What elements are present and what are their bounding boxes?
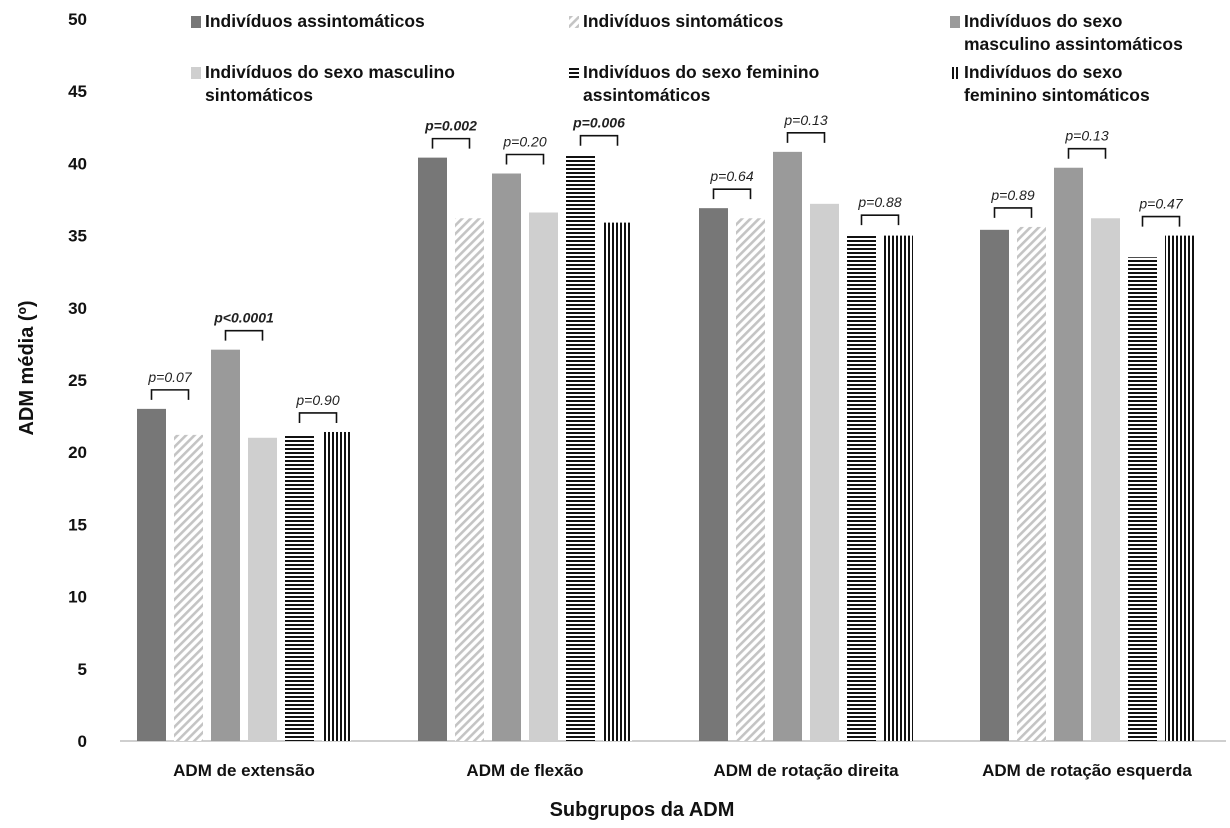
y-tick-label: 20 bbox=[68, 443, 87, 462]
p-value-label: p=0.002 bbox=[424, 118, 477, 134]
bars bbox=[137, 151, 1194, 742]
y-tick-label: 15 bbox=[68, 515, 87, 534]
bar bbox=[736, 218, 765, 742]
p-value-label: p=0.64 bbox=[709, 168, 753, 184]
p-value-label: p=0.13 bbox=[783, 112, 827, 128]
bar bbox=[1128, 257, 1157, 741]
bar bbox=[566, 154, 595, 742]
p-value-label: p=0.90 bbox=[295, 392, 339, 408]
legend-swatch bbox=[950, 67, 960, 79]
x-category-label: ADM de flexão bbox=[466, 761, 583, 780]
y-tick-label: 30 bbox=[68, 299, 87, 318]
bar bbox=[603, 222, 632, 741]
legend-label: masculino assintomáticos bbox=[964, 34, 1183, 54]
significance-bracket bbox=[786, 132, 826, 143]
p-value-label: p=0.20 bbox=[502, 134, 546, 150]
significance-bracket bbox=[579, 134, 619, 146]
legend: Indivíduos assintomáticos Indivíduos sint… bbox=[191, 11, 1183, 105]
y-axis-ticks: 0 5 10 15 20 25 30 35 40 45 50 bbox=[68, 10, 87, 751]
bar bbox=[174, 434, 203, 741]
bar bbox=[1091, 218, 1120, 742]
y-tick-label: 25 bbox=[68, 371, 87, 390]
significance-bracket bbox=[1067, 147, 1107, 159]
bar bbox=[285, 434, 314, 741]
x-axis-title: Subgrupos da ADM bbox=[550, 799, 735, 821]
legend-label: feminino sintomáticos bbox=[964, 85, 1150, 105]
legend-label: Indivíduos do sexo bbox=[964, 11, 1123, 31]
legend-label: Indivíduos do sexo bbox=[964, 62, 1123, 82]
significance-bracket bbox=[860, 214, 900, 226]
legend-swatch bbox=[950, 16, 960, 28]
significance-bracket bbox=[993, 207, 1033, 218]
p-value-label: p=0.006 bbox=[572, 115, 625, 131]
significance-brackets: p=0.07 p<0.0001 p=0.90 p=0.002 p=0.20 p=0.006… bbox=[147, 112, 1184, 423]
bar bbox=[773, 151, 802, 741]
legend-swatch bbox=[191, 67, 201, 79]
p-value-label: p=0.88 bbox=[857, 194, 901, 210]
bar bbox=[529, 212, 558, 742]
bar bbox=[980, 229, 1009, 741]
x-category-label: ADM de rotação esquerda bbox=[982, 761, 1192, 780]
y-axis-title: ADM média (º) bbox=[16, 300, 38, 435]
bar bbox=[1017, 226, 1046, 741]
significance-bracket bbox=[150, 389, 190, 400]
legend-label: Indivíduos do sexo feminino bbox=[583, 62, 819, 82]
y-tick-label: 40 bbox=[68, 154, 87, 173]
legend-label: assintomáticos bbox=[583, 85, 711, 105]
significance-bracket bbox=[1141, 215, 1181, 227]
y-tick-label: 45 bbox=[68, 82, 87, 101]
significance-bracket bbox=[298, 412, 338, 423]
bar bbox=[810, 203, 839, 741]
bar bbox=[455, 218, 484, 742]
bar bbox=[1165, 235, 1194, 741]
bar bbox=[211, 349, 240, 741]
bar bbox=[248, 437, 277, 741]
legend-swatch bbox=[569, 16, 579, 28]
bar bbox=[847, 234, 876, 741]
legend-label: Indivíduos assintomáticos bbox=[205, 11, 425, 31]
p-value-label: p<0.0001 bbox=[213, 310, 274, 326]
y-tick-label: 50 bbox=[68, 10, 87, 29]
p-value-label: p=0.89 bbox=[990, 187, 1034, 203]
y-tick-label: 5 bbox=[78, 660, 87, 679]
p-value-label: p=0.13 bbox=[1064, 128, 1108, 144]
x-category-label: ADM de extensão bbox=[173, 761, 315, 780]
significance-bracket bbox=[712, 188, 752, 200]
bar bbox=[1054, 167, 1083, 741]
x-category-label: ADM de rotação direita bbox=[713, 761, 899, 780]
bar bbox=[137, 408, 166, 741]
y-tick-label: 0 bbox=[78, 732, 87, 751]
significance-bracket bbox=[224, 329, 264, 341]
y-tick-label: 35 bbox=[68, 227, 87, 246]
bar bbox=[322, 431, 351, 741]
x-axis-category-labels: ADM de extensão ADM de flexão ADM de rotaç… bbox=[173, 761, 1192, 780]
bar bbox=[699, 208, 728, 741]
legend-label: Indivíduos do sexo masculino bbox=[205, 62, 455, 82]
bar bbox=[418, 157, 447, 741]
bar bbox=[884, 235, 913, 741]
legend-swatch bbox=[191, 16, 201, 28]
y-tick-label: 10 bbox=[68, 588, 87, 607]
p-value-label: p=0.07 bbox=[147, 369, 192, 385]
p-value-label: p=0.47 bbox=[1138, 196, 1183, 212]
significance-bracket bbox=[431, 137, 471, 149]
legend-label: Indivíduos sintomáticos bbox=[583, 11, 784, 31]
legend-label: sintomáticos bbox=[205, 85, 313, 105]
significance-bracket bbox=[505, 153, 545, 165]
bar bbox=[492, 173, 521, 741]
legend-swatch bbox=[569, 67, 579, 79]
